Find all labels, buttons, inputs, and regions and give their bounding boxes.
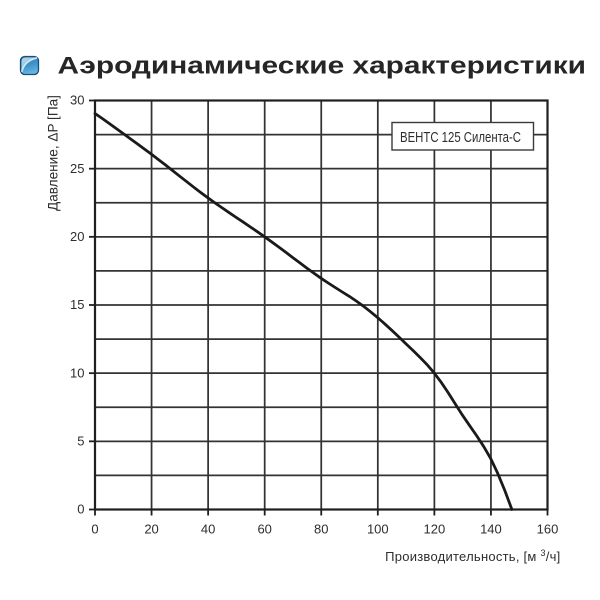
svg-text:160: 160 [537,522,559,537]
svg-text:15: 15 [70,297,84,312]
svg-text:140: 140 [480,522,502,537]
svg-text:25: 25 [70,161,84,176]
svg-text:60: 60 [257,522,271,537]
svg-text:20: 20 [144,522,158,537]
svg-text:ВЕНТС 125 Силента-С: ВЕНТС 125 Силента-С [400,129,521,146]
svg-text:0: 0 [77,502,84,517]
svg-text:30: 30 [70,93,84,108]
svg-text:80: 80 [314,522,328,537]
svg-text:0: 0 [91,522,98,537]
svg-text:Давление, ΔP [Па]: Давление, ΔP [Па] [46,95,61,211]
svg-text:100: 100 [367,522,389,537]
svg-text:20: 20 [70,229,84,244]
svg-text:Производительность, [м 3/ч]: Производительность, [м 3/ч] [385,548,560,564]
svg-text:120: 120 [424,522,446,537]
svg-text:5: 5 [77,434,84,449]
svg-text:40: 40 [201,522,215,537]
svg-text:Аэродинамические характеристик: Аэродинамические характеристики [58,53,587,80]
svg-text:10: 10 [70,365,84,380]
